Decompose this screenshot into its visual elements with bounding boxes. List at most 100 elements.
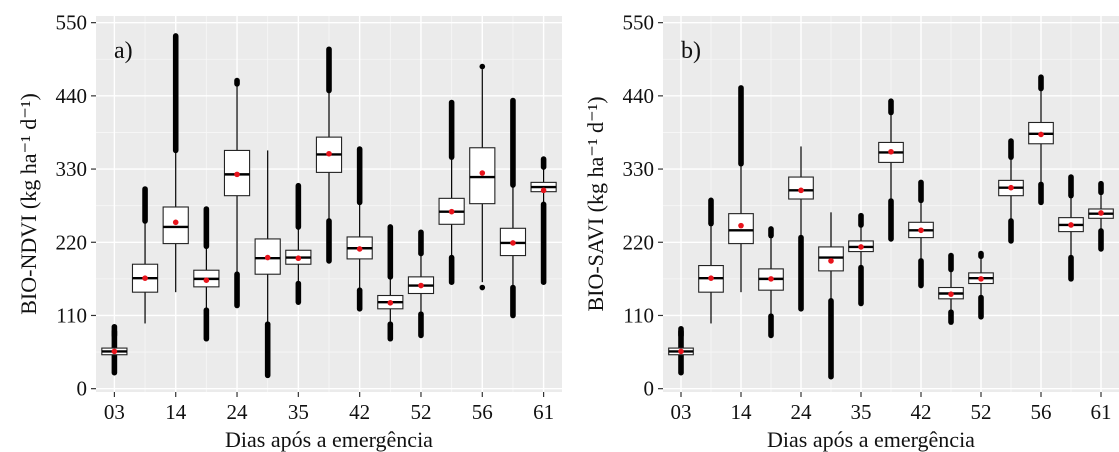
box-12 <box>998 138 1024 244</box>
box-11 <box>407 229 435 339</box>
x-tick-label: 61 <box>1091 400 1112 424</box>
box-11 <box>968 250 994 320</box>
box-10 <box>377 224 404 342</box>
box-2 <box>698 197 724 324</box>
mean-point <box>540 187 547 194</box>
x-tick-label: 42 <box>349 400 370 424</box>
x-tick-label: 24 <box>227 400 249 424</box>
mean-point <box>295 255 302 262</box>
box-7 <box>285 182 312 305</box>
mean-point <box>172 219 179 226</box>
mean-point <box>1098 210 1104 216</box>
y-tick-label: 440 <box>623 84 655 108</box>
x-tick-label: 24 <box>791 400 813 424</box>
x-tick-label: 35 <box>851 400 872 424</box>
mean-point <box>1008 184 1014 191</box>
x-tick-label: 14 <box>165 400 187 424</box>
box-5 <box>788 146 814 312</box>
mean-point <box>768 276 774 282</box>
box-6 <box>254 150 281 379</box>
box-13 <box>469 63 496 291</box>
y-tick-label: 440 <box>56 84 88 108</box>
mean-point <box>203 277 210 283</box>
box-10 <box>938 252 964 325</box>
box-7 <box>848 212 874 307</box>
mean-point <box>418 282 424 289</box>
y-tick-label: 110 <box>56 303 87 327</box>
mean-point <box>678 348 684 355</box>
y-tick-label: 330 <box>56 157 88 181</box>
x-axis-title: Dias após a emergência <box>767 427 975 452</box>
panel-b: 0 110 220 330 440 550 03 14 24 35 42 52 56 61 b) Dias a… <box>583 11 1119 452</box>
y-tick-label: 220 <box>56 230 88 254</box>
box-1 <box>101 323 128 376</box>
y-tick-label: 550 <box>623 11 655 35</box>
y-tick-label: 550 <box>56 11 88 35</box>
mean-point <box>264 254 271 261</box>
box-9 <box>908 179 934 289</box>
outlier-point <box>479 284 486 291</box>
box-4 <box>193 206 220 342</box>
mean-point <box>1038 131 1044 138</box>
mean-point <box>387 300 394 306</box>
y-axis-title: BIO-SAVI (kg ha⁻¹ d⁻¹) <box>583 96 608 311</box>
mean-point <box>234 171 240 178</box>
box-14 <box>1058 174 1084 282</box>
mean-point <box>142 275 148 282</box>
x-tick-label: 56 <box>472 400 493 424</box>
x-tick-label: 03 <box>671 400 692 424</box>
y-tick-label: 0 <box>644 377 655 401</box>
box-1 <box>668 325 694 376</box>
mean-point <box>798 187 804 194</box>
x-tick-label: 61 <box>533 400 554 424</box>
x-tick-label: 03 <box>104 400 125 424</box>
box-14 <box>499 97 527 319</box>
mean-point <box>948 291 954 297</box>
y-axis-title: BIO-NDVI (kg ha⁻¹ d⁻¹) <box>16 93 41 315</box>
box-body <box>728 213 754 245</box>
box-6 <box>818 212 844 380</box>
mean-point <box>828 258 834 264</box>
mean-point <box>978 276 984 282</box>
mean-point <box>326 150 332 157</box>
x-tick-label: 52 <box>410 400 431 424</box>
mean-point <box>448 208 455 215</box>
box-body <box>162 206 189 245</box>
mean-point <box>738 222 744 229</box>
box-4 <box>758 226 784 339</box>
box-15 <box>530 156 557 285</box>
panel-tag: a) <box>114 38 133 64</box>
box-15 <box>1088 180 1114 252</box>
box-3 <box>728 85 754 293</box>
x-tick-label: 56 <box>1031 400 1052 424</box>
y-tick-label: 220 <box>623 230 655 254</box>
box-5 <box>223 77 251 309</box>
mean-point <box>708 275 714 282</box>
mean-point <box>356 246 363 252</box>
outlier-point <box>479 63 486 70</box>
panel-a: 0 110 220 330 440 550 03 14 24 35 42 52 56 61 a) Dias a… <box>16 11 562 452</box>
box-8 <box>315 46 343 264</box>
x-tick-label: 52 <box>971 400 992 424</box>
box-2 <box>131 186 159 324</box>
y-tick-label: 0 <box>77 377 88 401</box>
box-9 <box>346 146 373 312</box>
mean-point <box>510 240 516 246</box>
mean-point <box>888 148 894 155</box>
box-12 <box>438 99 465 285</box>
x-axis-title: Dias após a emergência <box>225 427 433 452</box>
box-8 <box>878 98 904 242</box>
mean-point <box>858 244 864 250</box>
mean-point <box>918 227 924 234</box>
x-tick-label: 35 <box>288 400 309 424</box>
x-tick-label: 14 <box>731 400 753 424</box>
x-tick-label: 42 <box>911 400 932 424</box>
mean-point <box>479 170 486 176</box>
mean-point <box>111 348 118 355</box>
mean-point <box>1068 222 1074 228</box>
y-tick-label: 330 <box>623 157 655 181</box>
box-13 <box>1028 74 1054 206</box>
y-tick-label: 110 <box>623 303 654 327</box>
box-3 <box>162 33 189 293</box>
